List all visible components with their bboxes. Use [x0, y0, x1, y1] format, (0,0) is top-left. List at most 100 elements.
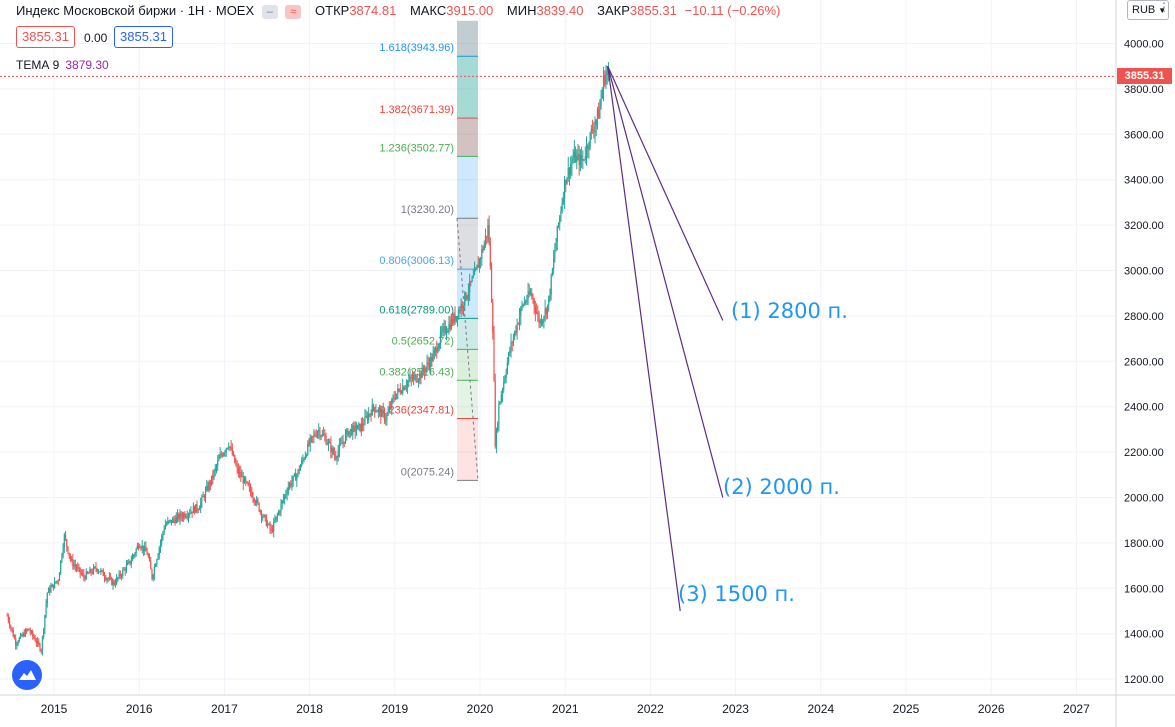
candle-body [130, 560, 132, 564]
candle-body [414, 375, 416, 377]
candle-body [374, 407, 376, 412]
candle-body [532, 296, 534, 300]
candle-body [449, 323, 451, 329]
candle-body [448, 323, 450, 331]
compare-icon[interactable]: ≈ [285, 4, 302, 19]
candle-body [329, 441, 331, 443]
candle-body [293, 473, 295, 476]
candle-body [49, 588, 51, 592]
x-tick-label: 2019 [381, 702, 408, 716]
candle-body [582, 159, 584, 161]
candle-body [24, 630, 26, 637]
candle-body [235, 462, 237, 466]
fib-level-label: 0(2075.24) [401, 466, 454, 478]
symbol-title[interactable]: Индекс Московской биржи · 1Н · MOEX [16, 3, 255, 18]
candle-body [164, 524, 166, 530]
candle-body [108, 577, 110, 579]
candle-body [424, 370, 426, 373]
candle-body [63, 534, 65, 548]
candle-body [484, 235, 487, 244]
more-icon[interactable]: ⋮ [1158, 0, 1170, 14]
candle-body [535, 312, 538, 314]
candle-body [363, 424, 365, 426]
candle-body [192, 506, 194, 514]
collapse-icon[interactable]: ‒ [261, 4, 278, 19]
candle-body [321, 433, 323, 436]
candle-body [327, 441, 330, 445]
candle-body [34, 638, 36, 642]
candle-body [282, 499, 285, 501]
candle-body [550, 275, 552, 295]
ema-legend[interactable]: ТЕМА 9 3879.30 [16, 58, 109, 72]
candle-body [217, 460, 219, 466]
currency-selector[interactable]: RUB ▼ [1127, 0, 1169, 20]
candle-body [563, 179, 566, 199]
candle-body [312, 436, 314, 438]
fib-level-label: 0.618(2789.00) [379, 304, 454, 316]
x-tick-label: 2017 [211, 702, 238, 716]
candle-body [534, 306, 536, 313]
candle-body [120, 575, 123, 577]
candle-body [162, 532, 164, 536]
candle-body [581, 155, 583, 161]
candle-body [156, 559, 158, 565]
candle-body [584, 156, 586, 160]
candle-body [7, 615, 9, 621]
candle-body [88, 573, 90, 575]
tradingview-logo-icon[interactable] [12, 660, 42, 690]
candle-body [309, 437, 311, 445]
candle-body [180, 513, 182, 517]
candle-body [302, 459, 304, 461]
candle-body [39, 644, 41, 651]
candle-body [207, 485, 209, 490]
candle-body [185, 516, 187, 518]
candle-body [248, 485, 250, 487]
sell-price-box[interactable]: 3855.31 [16, 26, 75, 48]
y-tick-label: 3400.00 [1124, 175, 1164, 187]
candle-body [399, 389, 401, 393]
candle-body [501, 389, 504, 395]
candle-body [476, 265, 478, 269]
candle-body [181, 516, 184, 518]
candle-body [262, 516, 264, 518]
candle-body [208, 482, 210, 490]
high-label: МАКС [409, 3, 447, 18]
chart-legend: Индекс Московской биржи · 1Н · MOEX ‒ ≈ … [16, 3, 780, 19]
candle-body [103, 575, 106, 578]
buy-price-box[interactable]: 3855.31 [114, 26, 173, 48]
candle-body [488, 225, 490, 242]
candle-body [245, 477, 247, 482]
candle-body [292, 475, 294, 482]
candle-body [433, 350, 435, 354]
fib-level-label: 0.382(2516.43) [379, 366, 454, 378]
candle-body [572, 158, 574, 162]
candle-body [52, 584, 54, 588]
candle-body [239, 471, 241, 474]
candle-body [455, 316, 457, 321]
fib-band [457, 318, 478, 350]
candle-body [270, 529, 272, 531]
candle-body [510, 342, 512, 351]
candle-body [347, 429, 349, 436]
y-tick-label: 3000.00 [1124, 266, 1164, 278]
candle-body [454, 314, 456, 321]
x-tick-label: 2015 [41, 702, 68, 716]
fib-level-label: 0.806(3006.13) [379, 255, 454, 267]
y-tick-label: 1600.00 [1124, 583, 1164, 595]
candle-body [548, 296, 550, 305]
candle-body [33, 635, 35, 639]
candle-body [94, 566, 96, 568]
candle-body [305, 454, 308, 456]
candle-body [574, 151, 577, 163]
candle-body [295, 473, 297, 481]
candle-body [313, 434, 315, 437]
candle-body [256, 499, 258, 504]
candle-body [66, 539, 68, 547]
candle-body [146, 551, 148, 555]
candle-body [32, 631, 34, 636]
candle-body [566, 178, 568, 185]
candle-body [187, 514, 190, 517]
change-value: −10.11 (−0.26%) [684, 3, 781, 18]
candle-body [450, 318, 452, 329]
